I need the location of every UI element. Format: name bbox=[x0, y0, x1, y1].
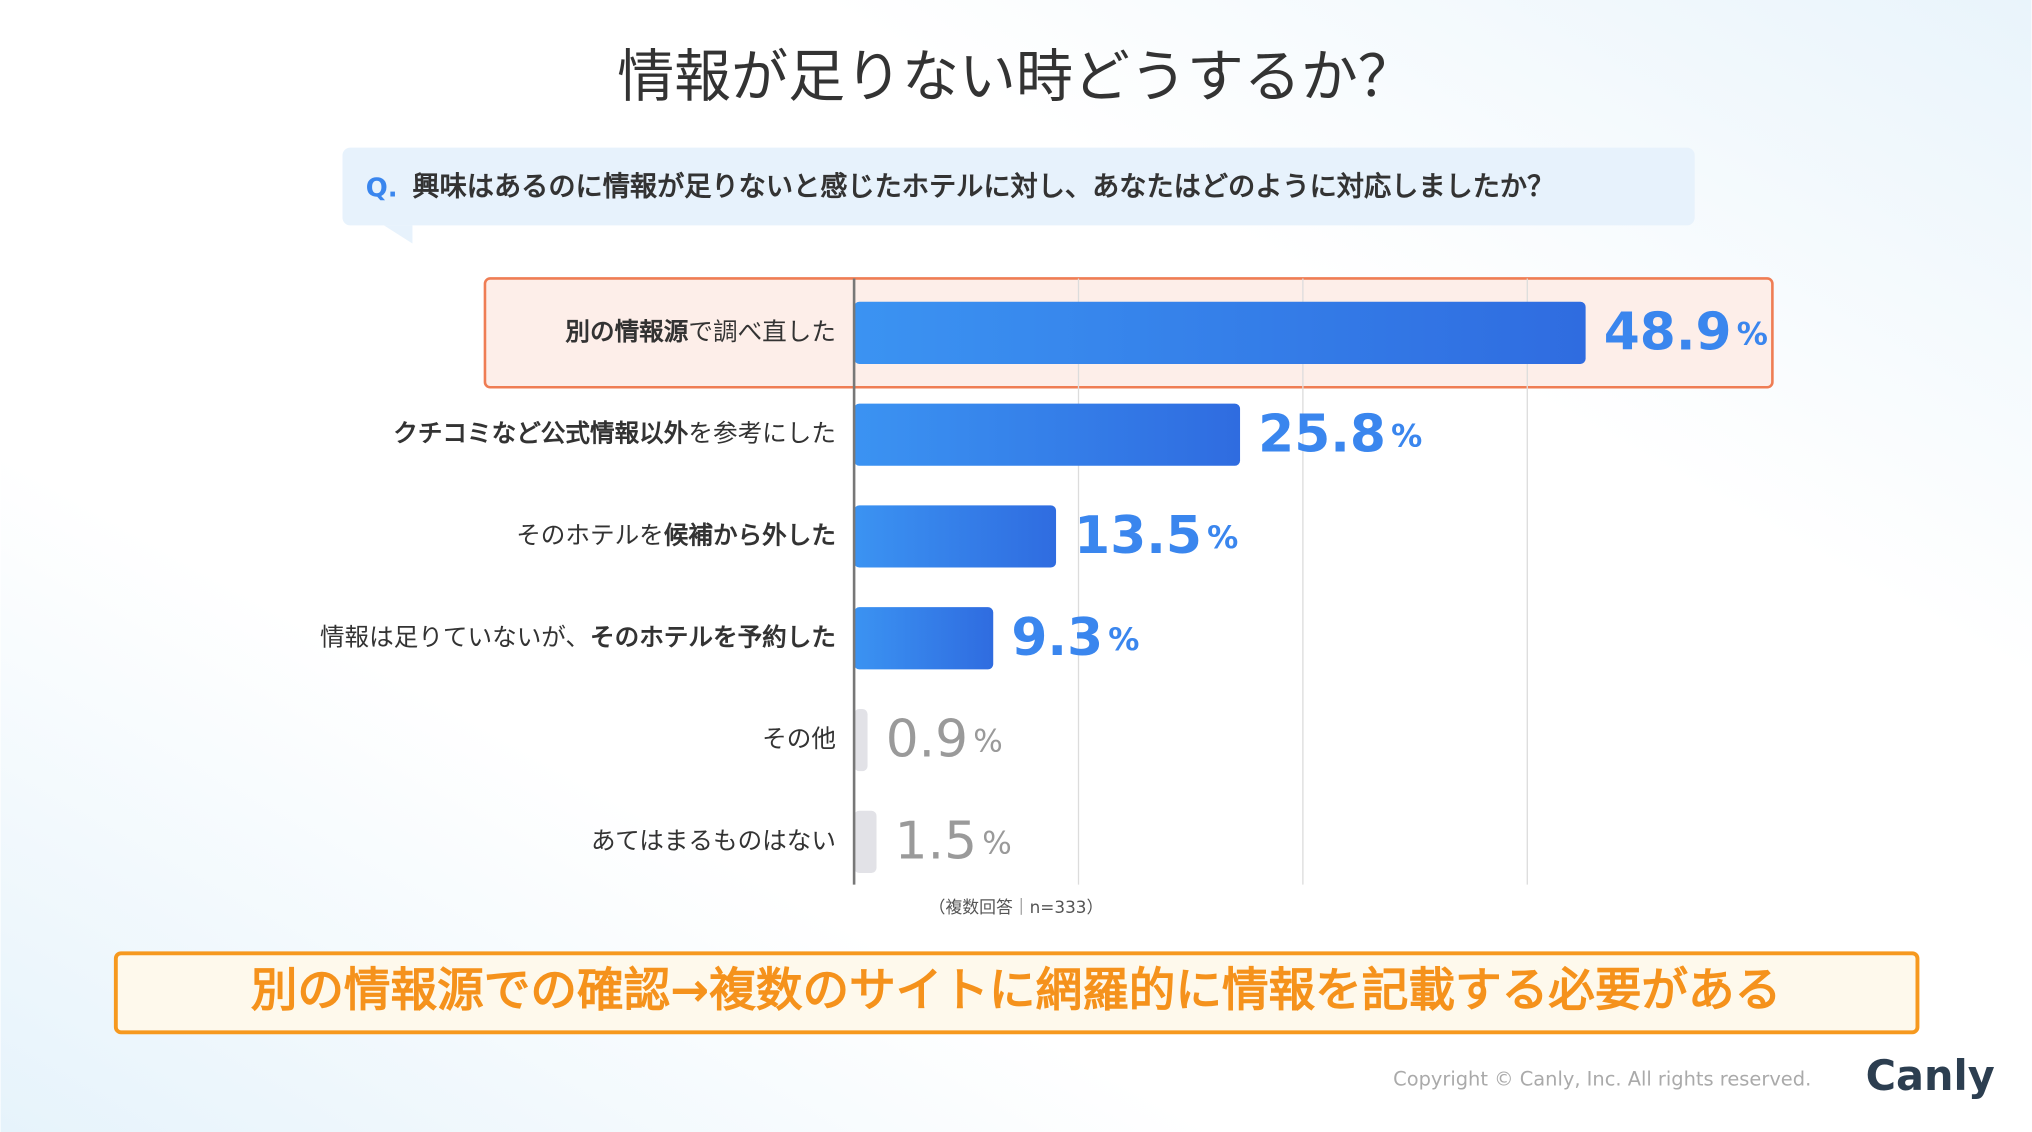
question: 興味はあるのに情報が足りないと感じたホテルに対し、あなたはどのように対応しました… bbox=[412, 170, 1554, 202]
category-segment: そのホテルを bbox=[516, 520, 664, 549]
value-label: 9.3% bbox=[1011, 608, 1139, 668]
value-label: 48.9% bbox=[1604, 302, 1768, 362]
value-label: 1.5% bbox=[895, 811, 1012, 871]
logo: Canly bbox=[1866, 1052, 1995, 1100]
category-label: 別の情報源で調べ直した bbox=[565, 317, 836, 346]
copyright: Copyright © Canly, Inc. All rights reser… bbox=[1393, 1068, 1811, 1091]
value-unit: % bbox=[973, 724, 1003, 760]
value-unit: % bbox=[982, 825, 1012, 861]
category-segment: あてはまるものはない bbox=[591, 826, 836, 855]
category-segment: クチコミなど公式情報以外 bbox=[393, 419, 689, 448]
question-prefix: Q. bbox=[366, 174, 398, 204]
bar bbox=[854, 810, 877, 873]
category-label: クチコミなど公式情報以外を参考にした bbox=[393, 419, 836, 448]
bar bbox=[854, 403, 1241, 466]
value-unit: % bbox=[1108, 622, 1139, 658]
note: （複数回答｜n=333） bbox=[929, 897, 1104, 917]
value-label: 25.8% bbox=[1258, 404, 1422, 464]
value-number: 1.5 bbox=[895, 811, 977, 871]
value-number: 48.9 bbox=[1604, 302, 1732, 362]
category-label: 情報は足りていないが、そのホテルを予約した bbox=[320, 622, 836, 651]
conclusion: 別の情報源での確認→複数のサイトに網羅的に情報を記載する必要がある bbox=[251, 963, 1782, 1017]
category-segment: そのホテルを予約した bbox=[590, 622, 836, 651]
category-segment: その他 bbox=[762, 724, 836, 753]
category-segment: 別の情報源 bbox=[565, 317, 688, 346]
value-number: 9.3 bbox=[1011, 608, 1103, 668]
category-segment: 情報は足りていないが、 bbox=[320, 622, 590, 651]
value-label: 13.5% bbox=[1074, 506, 1238, 566]
bar bbox=[854, 505, 1057, 568]
conclusion-box bbox=[113, 951, 1920, 1035]
value-label: 0.9% bbox=[886, 710, 1003, 770]
title: 情報が足りない時どうするか？ bbox=[617, 44, 1415, 110]
value-unit: % bbox=[1391, 418, 1422, 454]
category-segment: で調べ直した bbox=[688, 317, 836, 346]
category-segment: 候補から外した bbox=[664, 520, 836, 549]
value-number: 13.5 bbox=[1074, 506, 1202, 566]
bar bbox=[854, 301, 1586, 364]
value-number: 0.9 bbox=[886, 710, 968, 770]
question-box bbox=[342, 147, 1695, 226]
category-label: その他 bbox=[762, 724, 836, 753]
value-unit: % bbox=[1207, 520, 1238, 556]
category-segment: を参考にした bbox=[688, 419, 836, 448]
bar bbox=[854, 607, 994, 670]
value-number: 25.8 bbox=[1258, 404, 1386, 464]
category-label: あてはまるものはない bbox=[591, 826, 836, 855]
value-unit: % bbox=[1737, 316, 1768, 352]
bar bbox=[854, 708, 868, 772]
category-label: そのホテルを候補から外した bbox=[516, 520, 836, 549]
